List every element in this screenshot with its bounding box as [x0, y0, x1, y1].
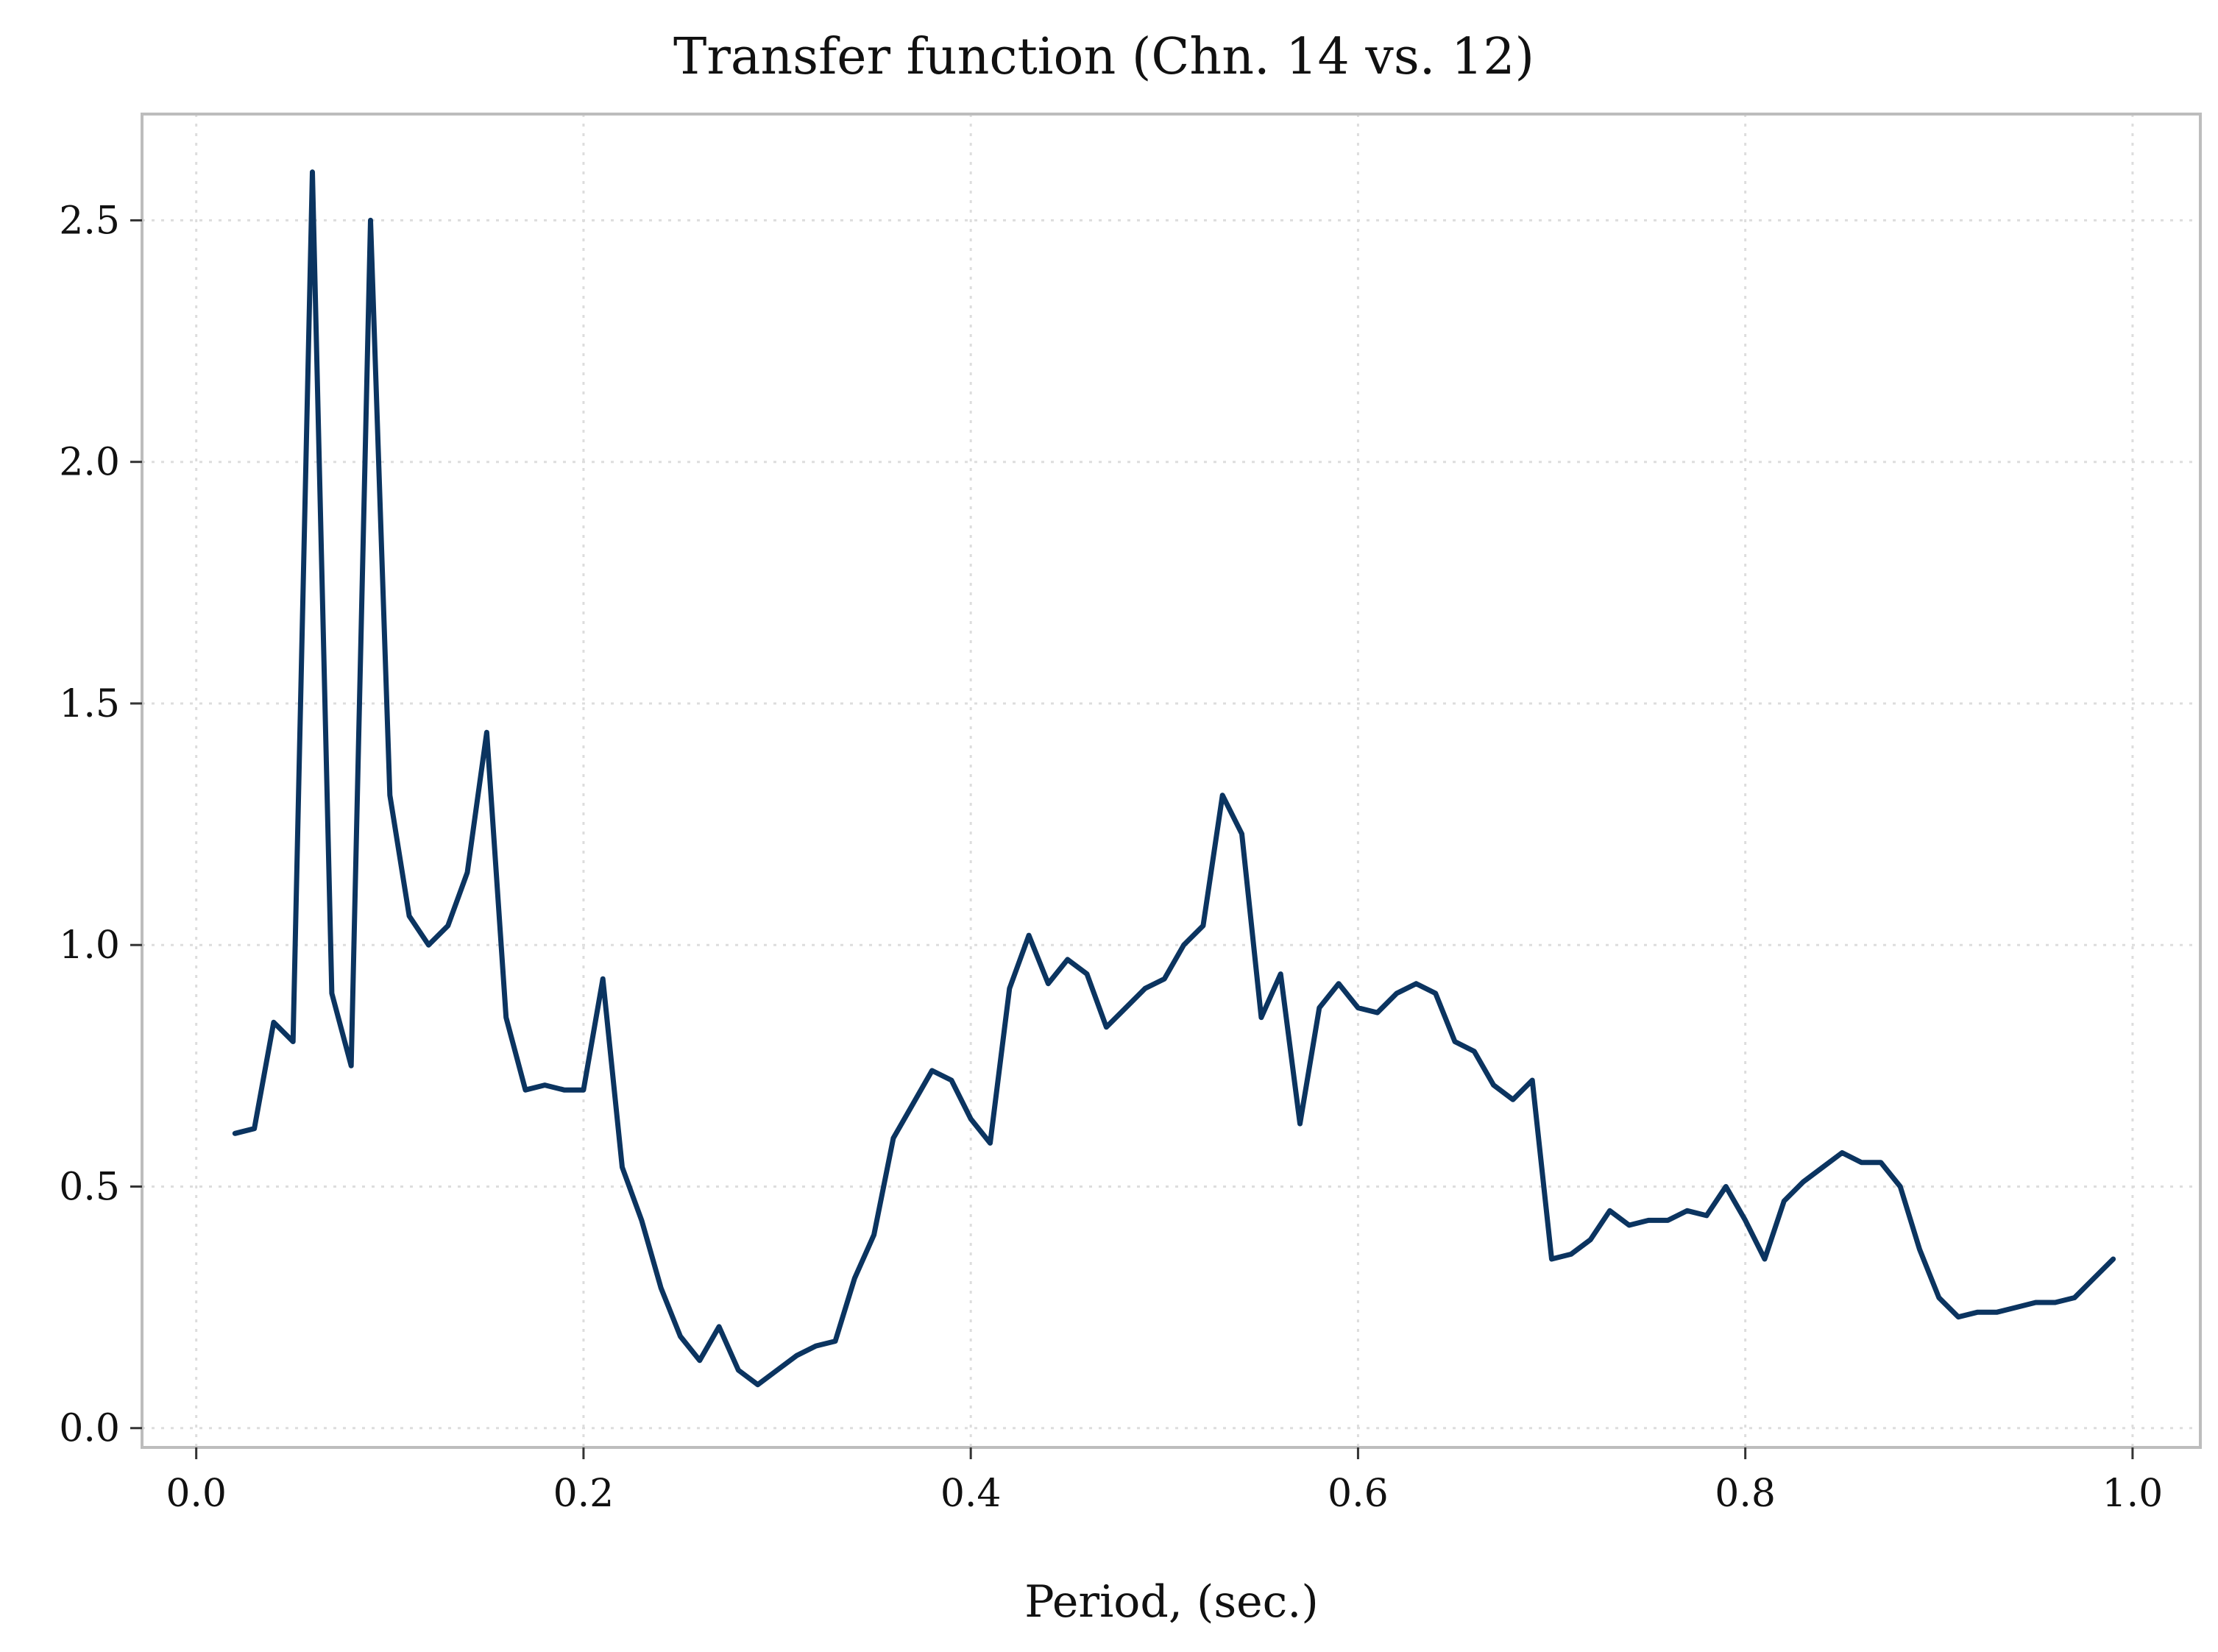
- y-tick-label: 0.0: [59, 1407, 120, 1451]
- x-tick-label: 0.6: [1328, 1472, 1389, 1516]
- x-tick-label: 0.4: [940, 1472, 1002, 1516]
- y-tick-label: 0.5: [59, 1165, 120, 1209]
- series-line: [232, 169, 2116, 1388]
- x-tick-label: 0.0: [166, 1472, 227, 1516]
- y-tick-label: 2.5: [59, 199, 120, 243]
- y-axis: 0.0 0.5 1.0 1.5 2.0 2.5: [59, 199, 142, 1451]
- y-tick-label: 1.5: [59, 682, 120, 726]
- x-tick-label: 1.0: [2102, 1472, 2164, 1516]
- x-axis-title: Period, (sec.): [1024, 1576, 1319, 1628]
- y-tick-label: 1.0: [59, 924, 120, 968]
- plot-frame: [141, 113, 2202, 1449]
- x-axis: 0.0 0.2 0.4 0.6 0.8 1.0: [166, 1447, 2163, 1516]
- x-tick-label: 0.8: [1715, 1472, 1776, 1516]
- chart-title: Transfer function (Chn. 14 vs. 12): [673, 28, 1534, 86]
- x-tick-label: 0.2: [553, 1472, 614, 1516]
- y-tick-label: 2.0: [59, 441, 120, 485]
